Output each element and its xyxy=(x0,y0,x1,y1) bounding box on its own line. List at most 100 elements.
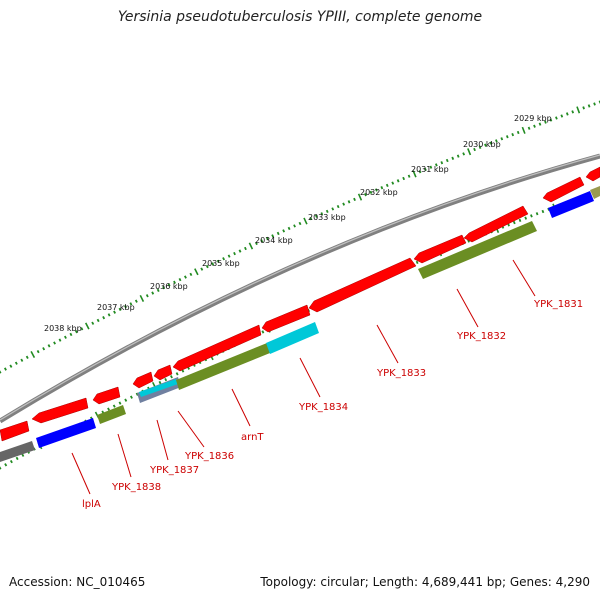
minor-tick xyxy=(512,220,516,225)
minor-tick xyxy=(407,174,411,178)
minor-tick xyxy=(593,102,596,106)
kbp-label: 2032 kbp xyxy=(360,188,398,197)
minor-tick xyxy=(102,315,106,320)
minor-tick xyxy=(391,181,395,185)
minor-tick xyxy=(14,361,18,365)
minor-tick xyxy=(429,165,433,169)
minor-tick xyxy=(331,207,335,211)
minor-tick xyxy=(233,251,236,256)
minor-tick xyxy=(222,257,226,261)
gene-box-blue xyxy=(548,191,594,218)
minor-tick xyxy=(211,262,215,266)
major-tick xyxy=(521,126,526,134)
major-tick xyxy=(248,242,254,250)
minor-tick xyxy=(418,170,422,174)
gene-label-YPK_1837: YPK_1837 xyxy=(149,465,199,476)
minor-tick xyxy=(495,139,498,143)
kbp-label: 2036 kbp xyxy=(150,282,188,291)
minor-tick xyxy=(396,179,400,183)
minor-tick xyxy=(369,190,373,194)
minor-tick xyxy=(184,275,187,279)
minor-tick xyxy=(500,137,504,141)
minor-tick xyxy=(445,158,449,163)
minor-tick xyxy=(42,347,46,351)
minor-tick xyxy=(15,456,19,461)
minor-tick xyxy=(118,401,122,405)
minor-tick xyxy=(129,302,133,306)
major-tick xyxy=(139,294,145,302)
gene-label-YPK_1836: YPK_1836 xyxy=(184,451,234,462)
minor-tick xyxy=(164,378,168,382)
kbp-label: 2037 kbp xyxy=(97,303,135,312)
genome-backbone xyxy=(0,153,600,424)
major-tick xyxy=(467,148,472,156)
minor-tick xyxy=(462,152,466,156)
gene-arrow-red xyxy=(31,397,89,424)
major-tick xyxy=(412,170,417,178)
kbp-label: 2033 kbp xyxy=(308,213,346,222)
minor-tick xyxy=(364,193,367,197)
minor-tick xyxy=(325,209,329,213)
gene-label-lplA: lplA xyxy=(82,499,101,510)
gene-arrow-red xyxy=(413,234,467,264)
gene-labels: lplA YPK_1838 YPK_1837 YPK_1836 arnT YPK… xyxy=(82,299,583,510)
gene-label-YPK_1838: YPK_1838 xyxy=(111,482,161,493)
major-tick xyxy=(576,106,581,114)
accession-text: Accession: NC_010465 xyxy=(9,575,146,589)
minor-tick xyxy=(505,135,509,139)
minor-tick xyxy=(170,375,173,379)
minor-tick xyxy=(53,341,56,345)
gene-box-olive xyxy=(176,343,270,390)
minor-tick xyxy=(276,231,280,236)
gene-box-gray xyxy=(0,441,35,462)
minor-tick xyxy=(309,216,313,221)
major-tick xyxy=(84,322,90,330)
minor-tick xyxy=(516,130,520,135)
minor-tick xyxy=(271,234,275,238)
gene-box-cyan xyxy=(266,322,319,354)
minor-tick xyxy=(254,241,258,246)
gene-label-YPK_1834: YPK_1834 xyxy=(298,402,348,413)
gene-box-olive xyxy=(97,405,126,424)
minor-tick xyxy=(74,329,78,334)
minor-tick xyxy=(178,278,182,282)
minor-tick xyxy=(107,313,111,317)
minor-tick xyxy=(342,202,346,206)
major-tick xyxy=(194,268,199,276)
gene-arrow-red xyxy=(153,364,173,381)
gene-arrow-red xyxy=(92,386,121,405)
minor-tick xyxy=(20,358,24,362)
kbp-scale-labels: 2038 kbp 2037 kbp 2036 kbp 2035 kbp 2034… xyxy=(44,114,552,333)
minor-tick xyxy=(265,236,269,241)
genome-title: Yersinia pseudotuberculosis YPIII, compl… xyxy=(117,9,483,25)
gene-arrow-red xyxy=(463,205,529,243)
minor-tick xyxy=(385,183,389,188)
gene-arrow-red xyxy=(261,304,311,333)
minor-tick xyxy=(0,466,2,470)
minor-tick xyxy=(530,214,533,218)
gene-box-olive xyxy=(418,221,537,279)
gene-arrow-red xyxy=(542,176,585,203)
gene-box-cyan xyxy=(139,379,178,397)
minor-tick xyxy=(535,212,539,216)
minor-tick xyxy=(189,272,193,276)
minor-tick xyxy=(314,214,318,218)
minor-tick xyxy=(298,221,302,226)
minor-tick xyxy=(80,327,84,331)
minor-tick xyxy=(135,392,139,396)
minor-tick xyxy=(112,404,116,408)
minor-tick xyxy=(374,188,378,192)
minor-tick xyxy=(544,120,547,124)
minor-tick xyxy=(113,310,116,314)
minor-tick xyxy=(244,246,247,251)
minor-tick xyxy=(64,335,67,339)
minor-tick xyxy=(200,267,204,271)
genome-backbone-highlight xyxy=(0,154,600,421)
gene-label-YPK_1832: YPK_1832 xyxy=(456,331,506,342)
minor-tick xyxy=(96,318,100,323)
minor-tick xyxy=(287,226,291,231)
minor-tick xyxy=(571,110,575,114)
minor-tick xyxy=(293,224,296,228)
minor-tick xyxy=(21,453,25,457)
minor-tick xyxy=(145,294,149,298)
